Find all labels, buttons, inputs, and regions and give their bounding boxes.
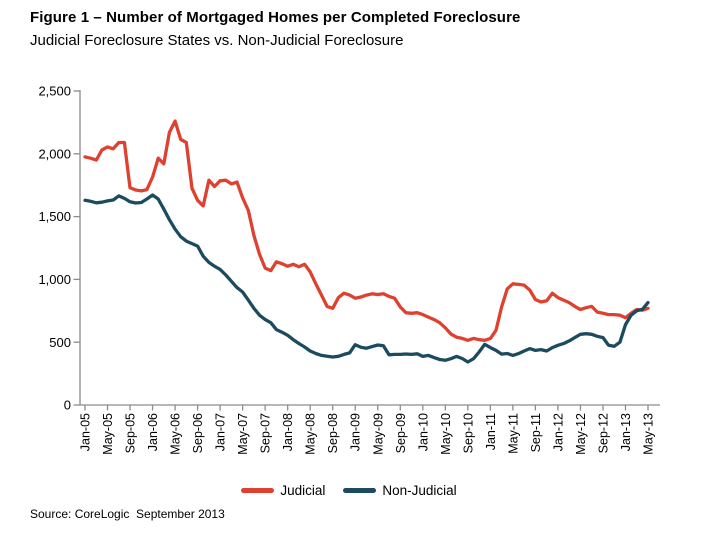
- svg-text:Sep-10: Sep-10: [461, 413, 475, 453]
- svg-text:Sep-12: Sep-12: [596, 413, 610, 453]
- svg-text:May-12: May-12: [574, 413, 588, 455]
- chart-legend: Judicial Non-Judicial: [0, 483, 704, 498]
- svg-text:Jan-10: Jan-10: [416, 413, 430, 451]
- svg-text:Jan-05: Jan-05: [79, 413, 93, 451]
- svg-text:Sep-08: Sep-08: [326, 413, 340, 453]
- svg-text:May-11: May-11: [506, 413, 520, 454]
- legend-label-non-judicial: Non-Judicial: [382, 483, 457, 498]
- legend-label-judicial: Judicial: [280, 483, 326, 498]
- svg-text:2,000: 2,000: [38, 146, 71, 161]
- legend-item-non-judicial: Non-Judicial: [343, 483, 457, 498]
- svg-text:May-13: May-13: [642, 413, 656, 455]
- svg-text:1,000: 1,000: [38, 272, 71, 287]
- non-judicial-line-swatch-icon: [343, 488, 377, 493]
- svg-text:Jan-09: Jan-09: [349, 413, 363, 451]
- svg-text:Sep-11: Sep-11: [529, 413, 543, 452]
- legend-item-judicial: Judicial: [241, 483, 325, 498]
- svg-text:2,500: 2,500: [38, 84, 71, 99]
- svg-text:May-05: May-05: [101, 413, 115, 455]
- svg-text:Jan-13: Jan-13: [619, 413, 633, 451]
- svg-text:May-08: May-08: [304, 413, 318, 455]
- svg-text:Jan-11: Jan-11: [484, 413, 498, 450]
- svg-text:Jan-06: Jan-06: [146, 413, 160, 451]
- svg-text:Sep-09: Sep-09: [394, 413, 408, 453]
- source-note: Source: CoreLogic September 2013: [30, 507, 225, 521]
- svg-text:May-10: May-10: [439, 413, 453, 455]
- figure-title: Figure 1 – Number of Mortgaged Homes per…: [30, 9, 521, 26]
- svg-text:Jan-12: Jan-12: [551, 413, 565, 451]
- svg-text:Sep-05: Sep-05: [124, 413, 138, 453]
- svg-text:Jan-08: Jan-08: [281, 413, 295, 451]
- svg-text:500: 500: [49, 335, 71, 350]
- svg-text:May-06: May-06: [169, 413, 183, 455]
- figure-subtitle: Judicial Foreclosure States vs. Non-Judi…: [30, 32, 404, 49]
- svg-text:0: 0: [64, 398, 71, 413]
- svg-text:Sep-07: Sep-07: [259, 413, 273, 453]
- svg-text:May-07: May-07: [236, 413, 250, 455]
- svg-text:1,500: 1,500: [38, 209, 71, 224]
- svg-text:Jan-07: Jan-07: [214, 413, 228, 451]
- judicial-line-swatch-icon: [241, 488, 275, 493]
- svg-text:Sep-06: Sep-06: [191, 413, 205, 453]
- svg-text:May-09: May-09: [371, 413, 385, 455]
